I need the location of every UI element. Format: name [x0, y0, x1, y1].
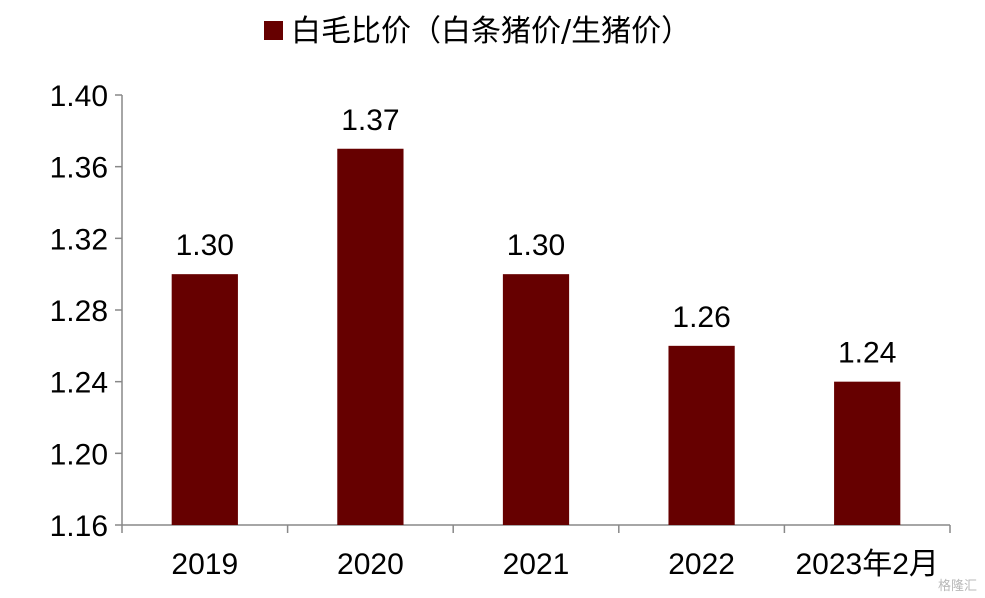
y-axis: 1.16 1.20 1.24 1.28 1.32 1.36 1.40 [50, 80, 123, 543]
bar-series [171, 148, 901, 525]
y-tick-label: 1.36 [50, 152, 108, 185]
legend: 白毛比价（白条猪价/生猪价） [264, 14, 691, 49]
x-tick-label: 2020 [337, 548, 404, 581]
bar [171, 274, 238, 525]
y-tick-label: 1.16 [50, 510, 108, 543]
data-label: 1.26 [672, 301, 730, 334]
data-label: 1.30 [176, 229, 234, 262]
bar [337, 148, 404, 525]
y-tick-label: 1.40 [50, 80, 108, 113]
bar [834, 381, 901, 525]
legend-swatch [264, 21, 283, 40]
legend-label: 白毛比价（白条猪价/生猪价） [291, 14, 691, 49]
data-label: 1.37 [341, 104, 399, 137]
data-label: 1.30 [507, 229, 565, 262]
bar [502, 274, 570, 525]
x-tick-label: 2023年2月 [795, 548, 938, 581]
data-label: 1.24 [838, 337, 896, 370]
x-axis: 2019 2020 2021 2022 2023年2月 [121, 524, 951, 581]
y-tick-label: 1.32 [50, 223, 108, 256]
y-tick-label: 1.24 [50, 367, 108, 400]
x-tick-label: 2022 [668, 548, 735, 581]
y-tick-label: 1.20 [50, 438, 108, 471]
watermark: 格隆汇 [937, 579, 977, 594]
bar [668, 345, 735, 525]
x-tick-label: 2021 [503, 548, 570, 581]
x-tick-label: 2019 [171, 548, 238, 581]
y-tick-label: 1.28 [50, 295, 108, 328]
data-labels: 1.30 1.37 1.30 1.26 1.24 [176, 104, 897, 370]
